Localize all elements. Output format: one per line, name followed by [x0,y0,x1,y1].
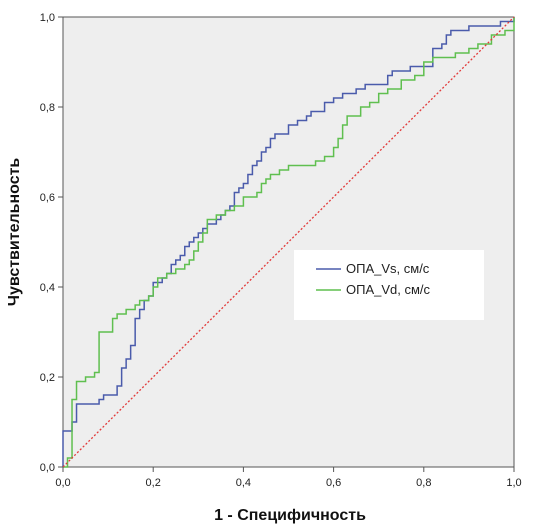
legend-label-vs: ОПА_Vs, см/с [346,261,430,276]
y-axis-title: Чувствительность [6,158,23,307]
series-layer [62,16,515,468]
y-axis: 0,0 0,2 0,4 0,6 0,8 1,0 [40,12,63,474]
x-axis: 0,0 0,2 0,4 0,6 0,8 1,0 [55,467,522,489]
x-tick-label: 0,6 [326,477,341,489]
y-tick-label: 0,6 [40,192,55,204]
x-tick-label: 0,2 [146,477,161,489]
series-line-1 [63,17,515,468]
x-tick-label: 0,8 [416,477,431,489]
legend: ОПА_Vs, см/с ОПА_Vd, см/с [294,250,484,320]
legend-label-vd: ОПА_Vd, см/с [346,282,431,297]
y-tick-label: 0,2 [40,372,55,384]
y-tick-label: 0,0 [40,462,55,474]
series-line-0 [62,17,515,467]
x-axis-title: 1 - Специфичность [214,507,366,524]
y-tick-label: 0,4 [40,282,55,294]
legend-box [294,250,484,320]
x-tick-label: 0,0 [55,477,70,489]
y-tick-label: 0,8 [40,102,55,114]
x-tick-label: 1,0 [506,477,521,489]
plot-area [62,16,515,468]
y-tick-label: 1,0 [40,12,55,24]
x-tick-label: 0,4 [236,477,251,489]
